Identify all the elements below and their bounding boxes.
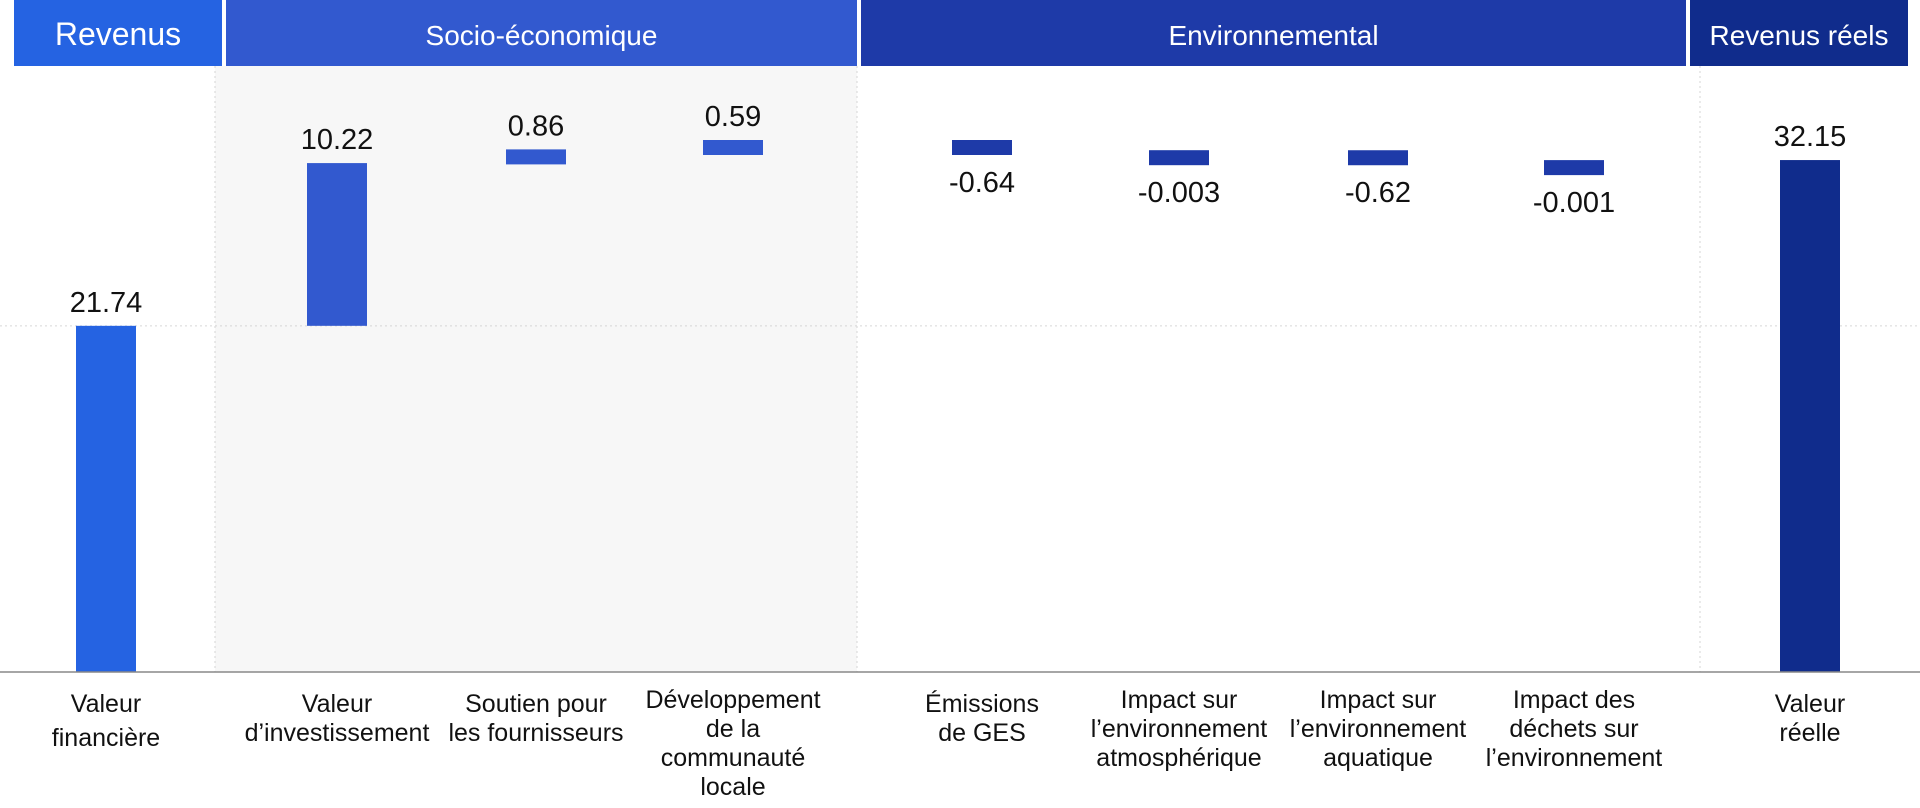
- category-label-line: Impact sur: [1320, 686, 1437, 714]
- category-label-line: de GES: [938, 719, 1026, 747]
- value-label-2: 0.86: [508, 110, 564, 142]
- category-label-line: Émissions: [925, 689, 1039, 718]
- bar-6: [1348, 150, 1408, 166]
- category-label-line: Valeur: [302, 690, 372, 718]
- bar-0: [76, 325, 136, 672]
- bar-4: [952, 140, 1012, 155]
- section-header-3: [1690, 0, 1908, 66]
- bar-5: [1149, 150, 1209, 166]
- value-label-5: -0.003: [1138, 177, 1220, 209]
- category-label-line: les fournisseurs: [448, 719, 623, 747]
- value-label-4: -0.64: [949, 167, 1015, 199]
- value-label-3: 0.59: [705, 101, 761, 133]
- category-label-5: Impact sur l’environnement atmosphérique: [1091, 686, 1268, 772]
- bar-3: [703, 140, 763, 155]
- value-labels: 21.74 10.22 0.86 0.59 -0.64 -0.003 -0.62 -0.001…: [70, 101, 1847, 319]
- category-label-line: communauté: [661, 744, 806, 772]
- category-label-line: l’environnement: [1290, 715, 1467, 743]
- category-label-line: Valeur: [71, 690, 141, 718]
- bars: [76, 140, 1840, 672]
- section-header-1: [226, 0, 857, 66]
- category-label-1: Valeur d’investissement: [245, 690, 430, 747]
- category-label-line: réelle: [1779, 719, 1840, 747]
- value-label-6: -0.62: [1345, 177, 1411, 209]
- category-label-8: Valeur réelle: [1775, 690, 1845, 747]
- section-headers: Revenus Socio-économique Environnemental Re…: [14, 0, 1908, 66]
- value-label-7: -0.001: [1533, 187, 1615, 219]
- value-label-1: 10.22: [301, 124, 374, 156]
- section-header-label-2: Environnemental: [1168, 20, 1378, 51]
- category-label-line: l’environnement: [1486, 744, 1663, 772]
- category-label-2: Soutien pour les fournisseurs: [448, 690, 623, 747]
- category-label-line: Soutien pour: [465, 690, 607, 718]
- section-header-0: [14, 0, 222, 66]
- bar-1: [307, 163, 367, 326]
- category-label-line: de la: [706, 715, 760, 743]
- category-label-6: Impact sur l’environnement aquatique: [1290, 686, 1467, 772]
- category-label-3: Développement de la communauté locale: [645, 686, 820, 801]
- bar-7: [1544, 160, 1604, 176]
- bar-8: [1780, 160, 1840, 672]
- category-label-line: Impact des: [1513, 686, 1635, 714]
- bar-2: [506, 149, 566, 165]
- category-label-4: Émissions de GES: [925, 689, 1039, 747]
- category-label-7: Impact des déchets sur l’environnement: [1486, 686, 1663, 772]
- section-header-label-1: Socio-économique: [426, 20, 658, 51]
- category-label-line: l’environnement: [1091, 715, 1268, 743]
- category-label-line: Développement: [645, 686, 820, 714]
- category-label-line: Impact sur: [1121, 686, 1238, 714]
- category-label-line: locale: [700, 773, 765, 801]
- category-label-line: atmosphérique: [1096, 744, 1261, 772]
- value-label-8: 32.15: [1774, 121, 1847, 153]
- section-header-label-0: Revenus: [55, 16, 181, 52]
- value-label-0: 21.74: [70, 287, 143, 319]
- category-label-line: aquatique: [1323, 744, 1433, 772]
- category-label-line: déchets sur: [1509, 715, 1638, 743]
- category-label-line: financière: [52, 724, 160, 752]
- category-label-line: Valeur: [1775, 690, 1845, 718]
- section-header-label-3: Revenus réels: [1710, 20, 1889, 51]
- category-label-0: Valeur financière: [52, 690, 160, 752]
- section-header-2: [861, 0, 1686, 66]
- category-label-line: d’investissement: [245, 719, 430, 747]
